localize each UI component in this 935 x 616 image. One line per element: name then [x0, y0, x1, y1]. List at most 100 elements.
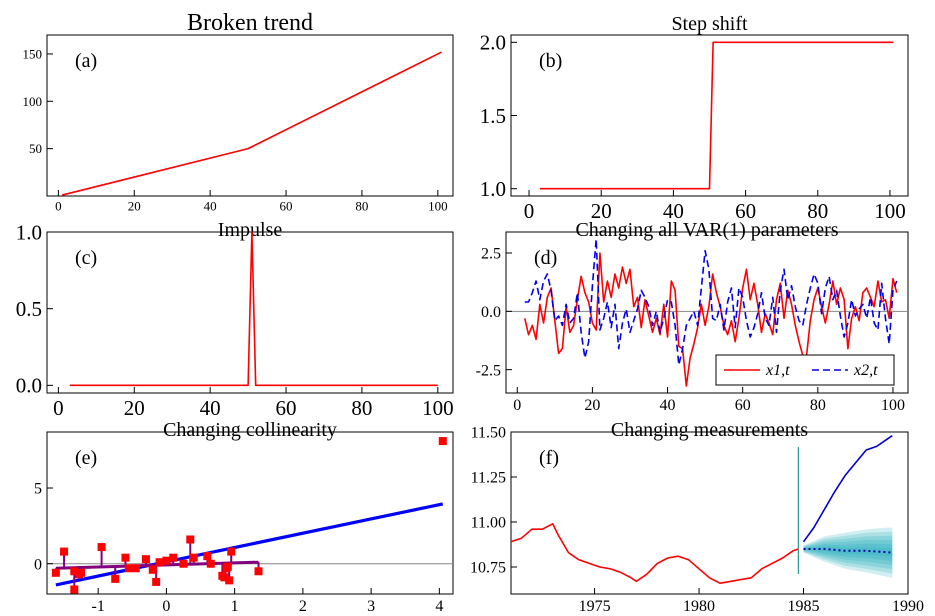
y-tick-label: 11.25 — [471, 470, 506, 487]
y-tick-label: 2.5 — [481, 246, 501, 263]
x-tick-label: 0 — [162, 598, 170, 615]
y-tick-label: 0.0 — [481, 304, 501, 321]
x-tick-label: 40 — [204, 198, 217, 213]
y-tick-label: 11.50 — [471, 425, 506, 442]
series-line-2 — [524, 238, 898, 366]
scatter-point — [97, 543, 106, 552]
scatter-point — [60, 547, 69, 556]
y-tick-label: 1.0 — [16, 220, 42, 244]
scatter-point — [225, 576, 234, 585]
plot-frame — [46, 431, 454, 595]
y-tick-label: -2.5 — [476, 362, 501, 379]
scatter-point — [203, 552, 212, 561]
y-tick-label: 0.5 — [16, 297, 42, 321]
forecast-fan-band — [803, 527, 893, 578]
x-tick-label: 100 — [422, 396, 454, 420]
x-tick-label: 40 — [200, 396, 221, 420]
scatter-point — [220, 573, 229, 582]
x-tick-label: 60 — [280, 198, 293, 213]
x-tick-label: 1 — [231, 598, 239, 615]
scatter-point — [51, 568, 60, 577]
x-tick-label: 3 — [367, 598, 375, 615]
x-tick-label: 20 — [584, 397, 600, 414]
x-tick-label: 1985 — [788, 598, 820, 615]
y-tick-label: 0.0 — [16, 374, 42, 398]
panel-label: (a) — [75, 50, 97, 72]
x-tick-label: 1980 — [683, 598, 715, 615]
legend-label: x2,t — [853, 362, 878, 379]
x-tick-label: 20 — [124, 396, 145, 420]
scatter-point — [227, 547, 236, 556]
scatter-point — [111, 574, 120, 583]
series-line-1 — [61, 51, 442, 196]
scatter-point — [186, 535, 195, 544]
series-line-1 — [524, 252, 898, 387]
scatter-point — [121, 553, 130, 562]
series-line-1 — [539, 41, 894, 190]
plot-frame — [46, 231, 454, 394]
forecast-fan-band — [803, 546, 893, 557]
x-tick-label: 20 — [591, 199, 612, 223]
x-tick-label: 0 — [55, 198, 62, 213]
x-tick-label: 100 — [428, 198, 448, 213]
y-tick-label: 0 — [34, 556, 42, 573]
scatter-point — [179, 559, 188, 568]
x-tick-label: 80 — [807, 199, 828, 223]
x-tick-label: 60 — [735, 199, 756, 223]
x-tick-label: 60 — [735, 397, 751, 414]
scatter-point — [70, 567, 79, 576]
scatter-point — [169, 553, 178, 562]
scatter-point — [152, 577, 161, 586]
forecast-fan-band — [803, 535, 893, 570]
y-tick-label: 50 — [29, 141, 42, 156]
y-tick-label: 11.00 — [471, 515, 506, 532]
series-line-3 — [803, 548, 893, 554]
y-tick-label: 150 — [23, 46, 43, 61]
series-line-1 — [69, 231, 438, 387]
scatter-point — [141, 555, 150, 564]
x-tick-label: 80 — [351, 396, 372, 420]
panel-label: (c) — [75, 247, 97, 269]
scatter-point — [148, 565, 157, 574]
scatter-point — [223, 562, 232, 571]
y-tick-label: 1.5 — [480, 104, 506, 128]
chart-title: Changing collinearity — [163, 419, 337, 441]
y-tick-label: 100 — [23, 94, 43, 109]
plot-frame — [46, 34, 454, 197]
y-tick-label: 10.75 — [470, 560, 506, 577]
y-tick-label: 5 — [34, 481, 42, 498]
x-tick-label: 20 — [128, 198, 141, 213]
chart-title: Step shift — [671, 13, 748, 35]
y-tick-label: 2.0 — [480, 31, 506, 55]
regression-line-full — [55, 502, 444, 587]
plot-frame — [505, 231, 909, 394]
chart-title: Changing measurements — [611, 419, 808, 441]
panel-label: (f) — [539, 447, 559, 469]
plot-frame — [510, 431, 909, 595]
x-tick-label: 80 — [810, 397, 826, 414]
panel-label: (d) — [534, 247, 557, 269]
forecast-fan-band — [803, 543, 893, 561]
panel-f: 1975 1980 1985 1990 10.75 11.00 11.25 11.50 Chan… — [470, 419, 924, 615]
x-tick-label: 1990 — [892, 598, 924, 615]
scatter-point — [155, 558, 164, 567]
x-tick-label: 100 — [874, 199, 906, 223]
chart-title: Broken trend — [187, 10, 313, 36]
forecast-fan-band — [803, 540, 893, 566]
x-tick-label: -1 — [92, 598, 105, 615]
scatter-point — [189, 553, 198, 562]
forecast-fan-band — [803, 531, 893, 574]
x-tick-label: 80 — [355, 198, 368, 213]
panel-a: 0 20 40 60 80 100 50 100 150 Broken trend (a) — [23, 10, 454, 213]
scatter-point — [124, 564, 133, 573]
y-tick-label: 1.0 — [480, 177, 506, 201]
x-tick-label: 1975 — [579, 598, 611, 615]
scatter-point — [254, 567, 263, 576]
scatter-point — [162, 556, 171, 565]
scatter-point — [77, 568, 86, 577]
series-line-2 — [802, 434, 893, 543]
legend-label: x1,t — [765, 362, 790, 379]
chart-title: Impulse — [218, 219, 283, 241]
x-tick-label: 40 — [663, 199, 684, 223]
